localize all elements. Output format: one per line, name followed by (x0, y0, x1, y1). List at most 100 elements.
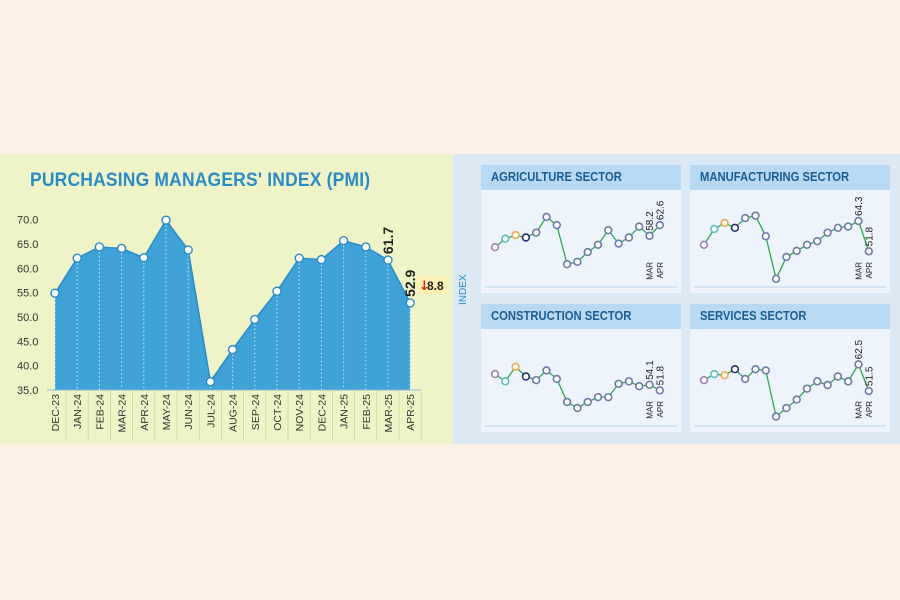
chart-title: PURCHASING MANAGERS' INDEX (PMI) (30, 170, 371, 191)
sector-point (542, 212, 551, 222)
sector-title: MANUFACTURING SECTOR (700, 170, 850, 184)
sector-point (645, 380, 654, 389)
sector-point (833, 372, 843, 381)
apr-value-label: 51.8 (655, 365, 666, 385)
sector-point (771, 412, 781, 421)
sector-point (864, 247, 874, 256)
pmi-point (272, 286, 282, 296)
manufacturing-sector-card: MANUFACTURING SECTOR 64.3 51.8 MAR APR (690, 165, 890, 293)
sector-point (751, 211, 760, 220)
apr-label: APR (865, 401, 874, 418)
pmi-point (405, 298, 415, 308)
sector-point (864, 386, 874, 396)
sector-point (645, 231, 654, 240)
apr-value-label: 51.8 (864, 226, 875, 246)
sector-point (521, 372, 531, 381)
y-tick-label: 70.0 (17, 215, 38, 227)
sector-point (624, 377, 634, 386)
down-arrow-icon: ↓ (419, 279, 430, 294)
mar-value-label: 62.5 (854, 339, 865, 359)
sector-line (494, 215, 661, 265)
sector-header: AGRICULTURE SECTOR (481, 165, 681, 190)
services-sector-card: SERVICES SECTOR 62.5 51.5 MAR APR (690, 304, 890, 432)
sector-header: CONSTRUCTION SECTOR (481, 304, 681, 329)
pmi-point (383, 255, 393, 265)
pmi-point (183, 245, 193, 255)
construction-sector-chart: 54.1 51.8 MAR APR (485, 360, 677, 427)
x-tick-label: DEC-23 (50, 394, 62, 432)
sector-point (583, 247, 592, 257)
pmi-point (338, 235, 349, 246)
apr-label: APR (656, 262, 665, 279)
pmi-point (361, 242, 371, 252)
change-value: 8.8 (427, 279, 444, 293)
pmi-point (50, 288, 60, 298)
sector-point (501, 234, 510, 243)
pmi-point (250, 314, 260, 325)
sector-point (751, 365, 760, 374)
sector-point (833, 223, 843, 232)
apr-label: APR (865, 262, 874, 279)
mar-label: MAR (855, 401, 864, 419)
x-tick-label: FEB-24 (94, 394, 106, 430)
sector-point (730, 365, 740, 374)
x-tick-label: MAR-24 (117, 394, 129, 433)
sector-point (604, 392, 613, 402)
sector-point (792, 246, 801, 256)
pmi-chart: 70.0 65.0 60.0 55.0 50.0 45.0 40.0 35.0 DEC-23 JA… (17, 215, 446, 440)
mar-label: MAR (646, 401, 655, 419)
services-sector-chart: 62.5 51.5 MAR APR (694, 339, 886, 427)
pmi-area (55, 220, 411, 390)
y-tick-label: 40.0 (17, 361, 38, 373)
apr-value-label: 62.6 (655, 200, 666, 220)
sector-point (710, 369, 719, 379)
sector-point (813, 377, 822, 386)
sector-point (593, 392, 603, 402)
sector-title: CONSTRUCTION SECTOR (491, 309, 632, 323)
sector-point (655, 220, 665, 230)
y-tick-label: 65.0 (17, 239, 38, 251)
x-tick-label: SEP-24 (250, 394, 262, 430)
sector-point (655, 386, 665, 395)
sector-point (761, 232, 771, 241)
pmi-point (116, 243, 127, 254)
pmi-point (316, 254, 327, 265)
apr-label: APR (656, 401, 665, 418)
x-tick-label: APR-24 (139, 394, 151, 431)
mar-value-label: 64.3 (854, 196, 865, 216)
y-tick-label: 45.0 (17, 336, 38, 348)
sector-header: MANUFACTURING SECTOR (690, 165, 890, 190)
sector-point (635, 222, 644, 231)
sector-point (531, 228, 541, 237)
sector-point (501, 377, 510, 386)
sector-point (552, 374, 562, 384)
sector-point (562, 397, 572, 407)
sector-point (573, 403, 582, 413)
mar-value-label: 58.2 (645, 211, 656, 231)
sector-title: SERVICES SECTOR (700, 309, 807, 323)
sector-point (854, 360, 863, 369)
pmi-point (139, 252, 149, 263)
sector-point (531, 375, 541, 385)
mar-label: MAR (646, 262, 655, 280)
x-tick-label: MAY-24 (161, 394, 173, 430)
sector-point (552, 220, 562, 230)
sector-line (494, 365, 661, 409)
sector-point (699, 375, 709, 385)
sector-header: SERVICES SECTOR (690, 304, 890, 329)
pmi-point (227, 344, 238, 355)
sector-point (614, 379, 623, 388)
x-tick-label: JAN-24 (72, 394, 84, 429)
sector-point (573, 257, 582, 266)
y-tick-label: 50.0 (17, 312, 38, 324)
sector-point (813, 236, 822, 246)
x-tick-label: NOV-24 (294, 394, 306, 432)
sector-point (490, 369, 500, 379)
sector-point (844, 222, 853, 231)
pmi-point (161, 215, 171, 225)
sector-point (720, 218, 729, 228)
mar-value-label: 54.1 (645, 360, 656, 380)
y-tick-label: 55.0 (17, 288, 38, 300)
sector-point (710, 224, 719, 234)
sector-point (604, 226, 613, 235)
